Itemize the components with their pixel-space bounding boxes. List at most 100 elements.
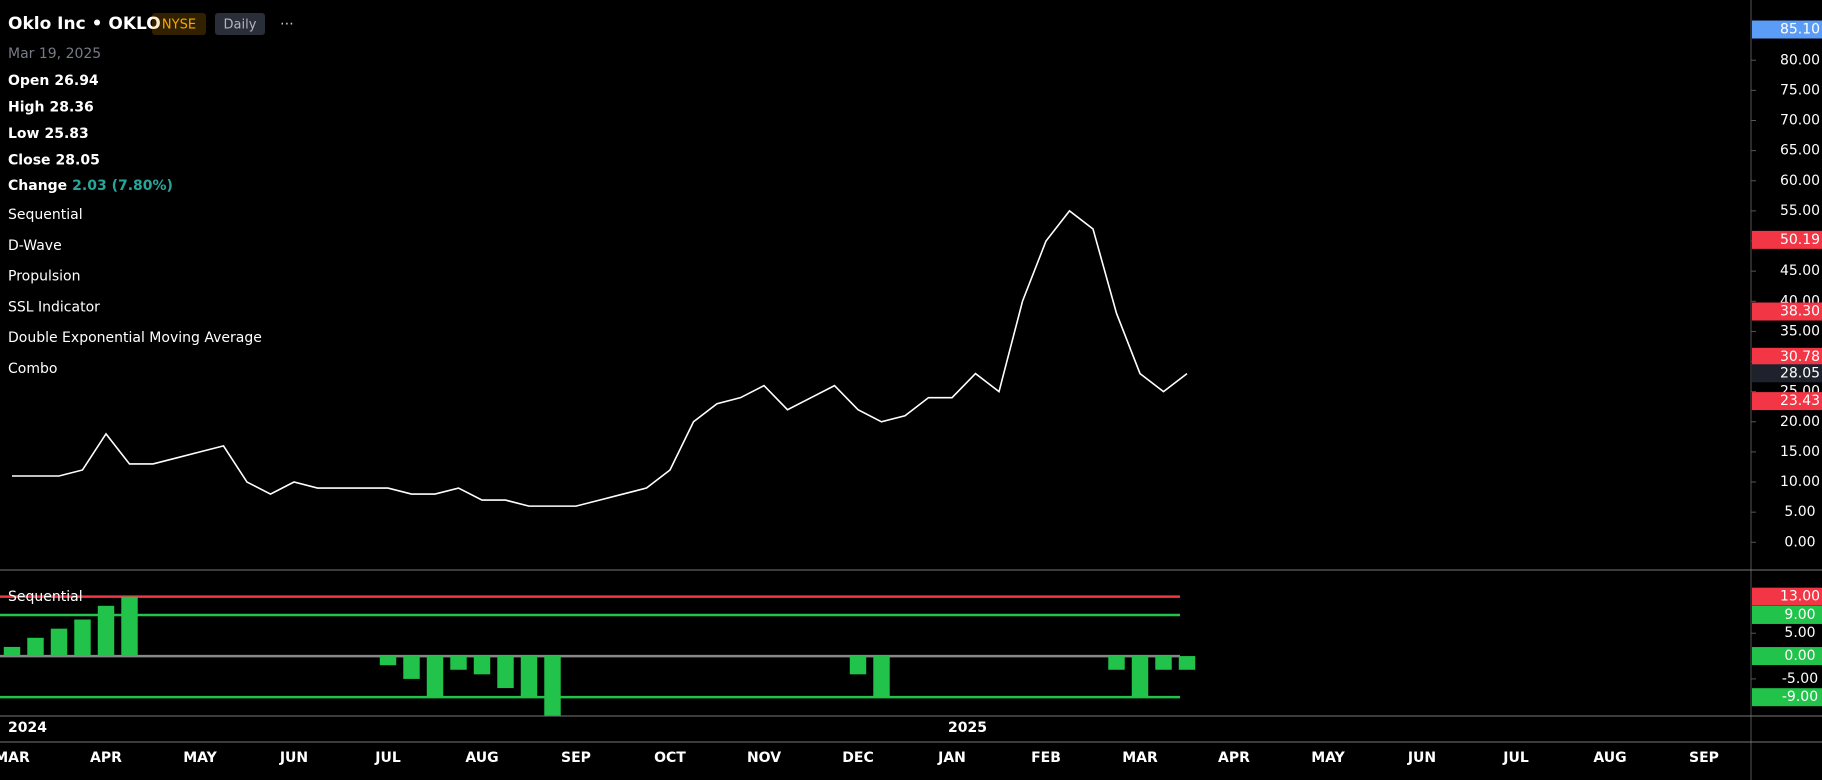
bar <box>450 656 467 670</box>
bar <box>873 656 890 698</box>
y-tick-label: -5.00 <box>1782 671 1818 687</box>
y-tick-label: 13.00 <box>1780 589 1820 605</box>
bar <box>849 656 867 675</box>
year-label: 2025 <box>948 720 987 736</box>
x-tick-label: NOV <box>747 750 781 766</box>
date: Mar 19, 2025 <box>8 46 101 62</box>
price-badge <box>1752 302 1822 321</box>
bar <box>1131 656 1149 698</box>
change-label: Change <box>8 178 67 194</box>
price-label: 28.05 <box>1780 365 1820 381</box>
x-tick-label: SEP <box>561 750 591 766</box>
x-tick-label: JUL <box>1502 750 1529 766</box>
x-tick-label: SEP <box>1689 750 1719 766</box>
price-badge <box>1752 392 1822 411</box>
y-tick-label: 80.00 <box>1780 52 1820 68</box>
y-tick-label: 0.00 <box>1784 648 1815 664</box>
ohlc-value: 28.36 <box>50 100 94 116</box>
change-value: 2.03 (7.80%) <box>72 178 173 194</box>
price-label: 50.19 <box>1780 232 1820 248</box>
tick-badge <box>1752 605 1822 624</box>
interval: Daily <box>224 18 257 33</box>
bar <box>121 596 138 657</box>
year-label: 2024 <box>8 720 47 736</box>
x-tick-label: JUL <box>374 750 401 766</box>
bar <box>1178 656 1196 670</box>
bar <box>1155 656 1172 670</box>
price-badge <box>1752 364 1822 383</box>
price-label: 85.10 <box>1780 22 1820 38</box>
indicator-name: Combo <box>8 361 57 377</box>
exchange: NYSE <box>162 18 196 33</box>
bar <box>74 619 91 657</box>
x-tick-label: JAN <box>937 750 966 766</box>
y-tick-label: 35.00 <box>1780 323 1820 339</box>
x-tick-label: APR <box>1218 750 1250 766</box>
price-label: 30.78 <box>1780 349 1820 365</box>
y-tick-label: 60.00 <box>1780 173 1820 189</box>
bar <box>520 656 538 698</box>
indicator-name: Propulsion <box>8 269 80 285</box>
x-tick-label: FEB <box>1031 750 1061 766</box>
y-tick-label: 20.00 <box>1780 414 1820 430</box>
price-badge <box>1752 347 1822 366</box>
x-tick-label: MAY <box>183 750 217 766</box>
x-tick-label: JUN <box>1407 750 1436 766</box>
indicator-name: Sequential <box>8 207 83 223</box>
x-tick-label: AUG <box>1593 750 1626 766</box>
symbol-title: Oklo Inc • OKLO <box>8 14 161 34</box>
interval-badge <box>215 13 265 35</box>
bar <box>473 656 491 675</box>
tick-badge <box>1752 587 1822 606</box>
bar <box>379 656 397 666</box>
ohlc-label: Open <box>8 73 49 89</box>
y-tick-label: 15.00 <box>1780 444 1820 460</box>
tick-badge <box>1752 647 1822 666</box>
ohlc-value: 25.83 <box>44 126 88 142</box>
ohlc-value: 26.94 <box>54 73 99 89</box>
x-tick-label: MAY <box>1311 750 1345 766</box>
y-tick-label: 65.00 <box>1780 143 1820 159</box>
x-tick-label: DEC <box>842 750 873 766</box>
exchange-badge <box>152 13 206 35</box>
x-tick-label: APR <box>90 750 122 766</box>
x-tick-label: MAR <box>0 750 30 766</box>
x-tick-label: AUG <box>465 750 498 766</box>
price-badge <box>1752 230 1822 249</box>
indicator-name: Double Exponential Moving Average <box>8 330 262 346</box>
tick-badge <box>1752 688 1822 707</box>
indicator-name: SSL Indicator <box>8 299 100 315</box>
bar <box>3 646 21 657</box>
y-tick-label: 75.00 <box>1780 82 1820 98</box>
bar <box>544 656 561 716</box>
price-line <box>12 209 1188 507</box>
panel-title: Sequential <box>8 589 83 605</box>
y-tick-label: 45.00 <box>1780 263 1820 279</box>
ohlc-label: High <box>8 100 45 116</box>
y-tick-label: 9.00 <box>1784 607 1815 623</box>
bar <box>403 656 420 679</box>
ohlc-label: Close <box>8 153 51 169</box>
bar <box>97 605 115 657</box>
x-tick-label: OCT <box>654 750 686 766</box>
y-tick-label: 0.00 <box>1784 534 1815 550</box>
price-label: 38.30 <box>1780 304 1820 320</box>
more-menu[interactable]: ⋯ <box>280 16 294 32</box>
y-tick-label: -9.00 <box>1782 689 1818 705</box>
y-tick-label: 5.00 <box>1784 504 1815 520</box>
price-badge <box>1752 20 1822 39</box>
y-tick-label: 70.00 <box>1780 113 1820 129</box>
y-tick-label: 55.00 <box>1780 203 1820 219</box>
y-tick-label: 5.00 <box>1784 625 1815 641</box>
bar <box>50 628 68 657</box>
bar <box>1108 656 1125 670</box>
price-label: 23.43 <box>1780 393 1820 409</box>
x-tick-label: JUN <box>279 750 308 766</box>
ohlc-label: Low <box>8 126 40 142</box>
bar <box>497 656 514 689</box>
indicator-name: D-Wave <box>8 238 62 254</box>
x-tick-label: MAR <box>1122 750 1158 766</box>
y-tick-label: 10.00 <box>1780 474 1820 490</box>
